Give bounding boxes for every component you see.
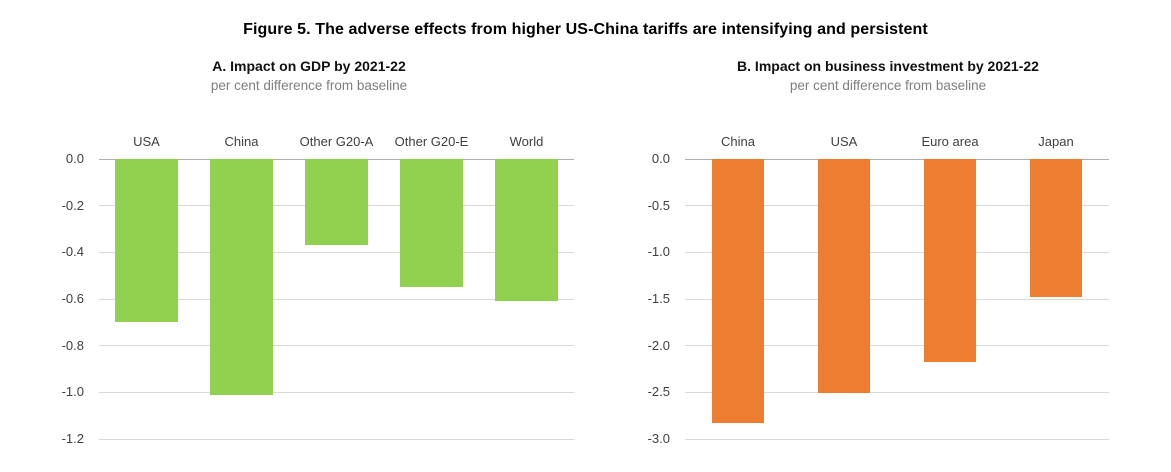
category-label-usa: USA: [133, 134, 160, 149]
category-label-japan: Japan: [1038, 134, 1074, 149]
bar-world: [495, 159, 558, 302]
gridline-y-0.0: [685, 158, 1109, 160]
y-tick-label--0.2: -0.2: [61, 197, 84, 213]
y-tick-label--0.5: -0.5: [647, 197, 670, 213]
category-label-usa: USA: [830, 134, 858, 149]
gridline-y--1.2: [99, 438, 574, 440]
gridline-y--2.5: [685, 391, 1109, 393]
y-tick-label--1.0: -1.0: [61, 384, 84, 400]
y-tick-label--1.0: -1.0: [647, 244, 670, 260]
category-label-china: China: [721, 134, 755, 149]
gridline-y--2.0: [685, 345, 1109, 347]
y-tick-label-0.0: 0.0: [651, 151, 670, 166]
gridline-y--1.5: [685, 298, 1109, 300]
category-label-other-g20-e: Other G20-E: [394, 134, 469, 149]
panel-b-title: B. Impact on business investment by 2021…: [737, 58, 1039, 74]
gridline-y--0.4: [99, 251, 574, 253]
panel-a-plot-area: 0.0 -0.2 -0.4 -0.6 -0.8 -1.0 -1.2 USA China Other…: [62, 134, 574, 446]
category-label-china: China: [224, 134, 259, 149]
y-tick-label--0.6: -0.6: [61, 291, 84, 306]
panel-a-header: A. Impact on GDP by 2021-22 per cent dif…: [99, 57, 519, 96]
bar-other-g20-e: [400, 159, 463, 288]
figure-title: Figure 5. The adverse effects from highe…: [243, 21, 928, 38]
y-tick-label--1.5: -1.5: [647, 291, 670, 306]
panel-b-header: B. Impact on business investment by 2021…: [678, 57, 1098, 96]
panel-b-subtitle: per cent difference from baseline: [789, 78, 987, 93]
panel-b-plot-area: 0.0 -0.5 -1.0 -1.5 -2.0 -2.5 -3.0 China USA Euro …: [648, 134, 1109, 446]
gridline-y--0.5: [685, 205, 1109, 207]
y-tick-label--0.8: -0.8: [61, 337, 84, 353]
bar-other-g20-a: [305, 159, 368, 246]
y-tick-label--2.5: -2.5: [647, 384, 670, 400]
bar-euro-area: [924, 159, 976, 363]
gridline-y--3.0: [685, 438, 1109, 440]
bar-usa: [115, 159, 178, 323]
y-tick-label--0.4: -0.4: [61, 244, 84, 260]
category-label-world: World: [509, 134, 544, 149]
gridline-y--1.0: [99, 391, 574, 393]
gridline-y--1.0: [685, 251, 1109, 253]
y-tick-label-0.0: 0.0: [65, 151, 84, 166]
y-tick-label--1.2: -1.2: [61, 431, 84, 446]
bar-china: [712, 159, 764, 424]
panel-a-subtitle: per cent difference from baseline: [210, 78, 408, 93]
category-label-other-g20-a: Other G20-A: [299, 134, 374, 149]
gridline-y--0.6: [99, 298, 574, 300]
panel-a-title: A. Impact on GDP by 2021-22: [212, 58, 406, 74]
y-tick-label--3.0: -3.0: [647, 431, 670, 446]
y-tick-label--2.0: -2.0: [647, 337, 670, 353]
bar-usa: [818, 159, 870, 394]
bar-japan: [1030, 159, 1082, 298]
category-label-euro-area: Euro area: [921, 134, 979, 149]
bar-china: [210, 159, 273, 395]
gridline-y--0.8: [99, 345, 574, 347]
